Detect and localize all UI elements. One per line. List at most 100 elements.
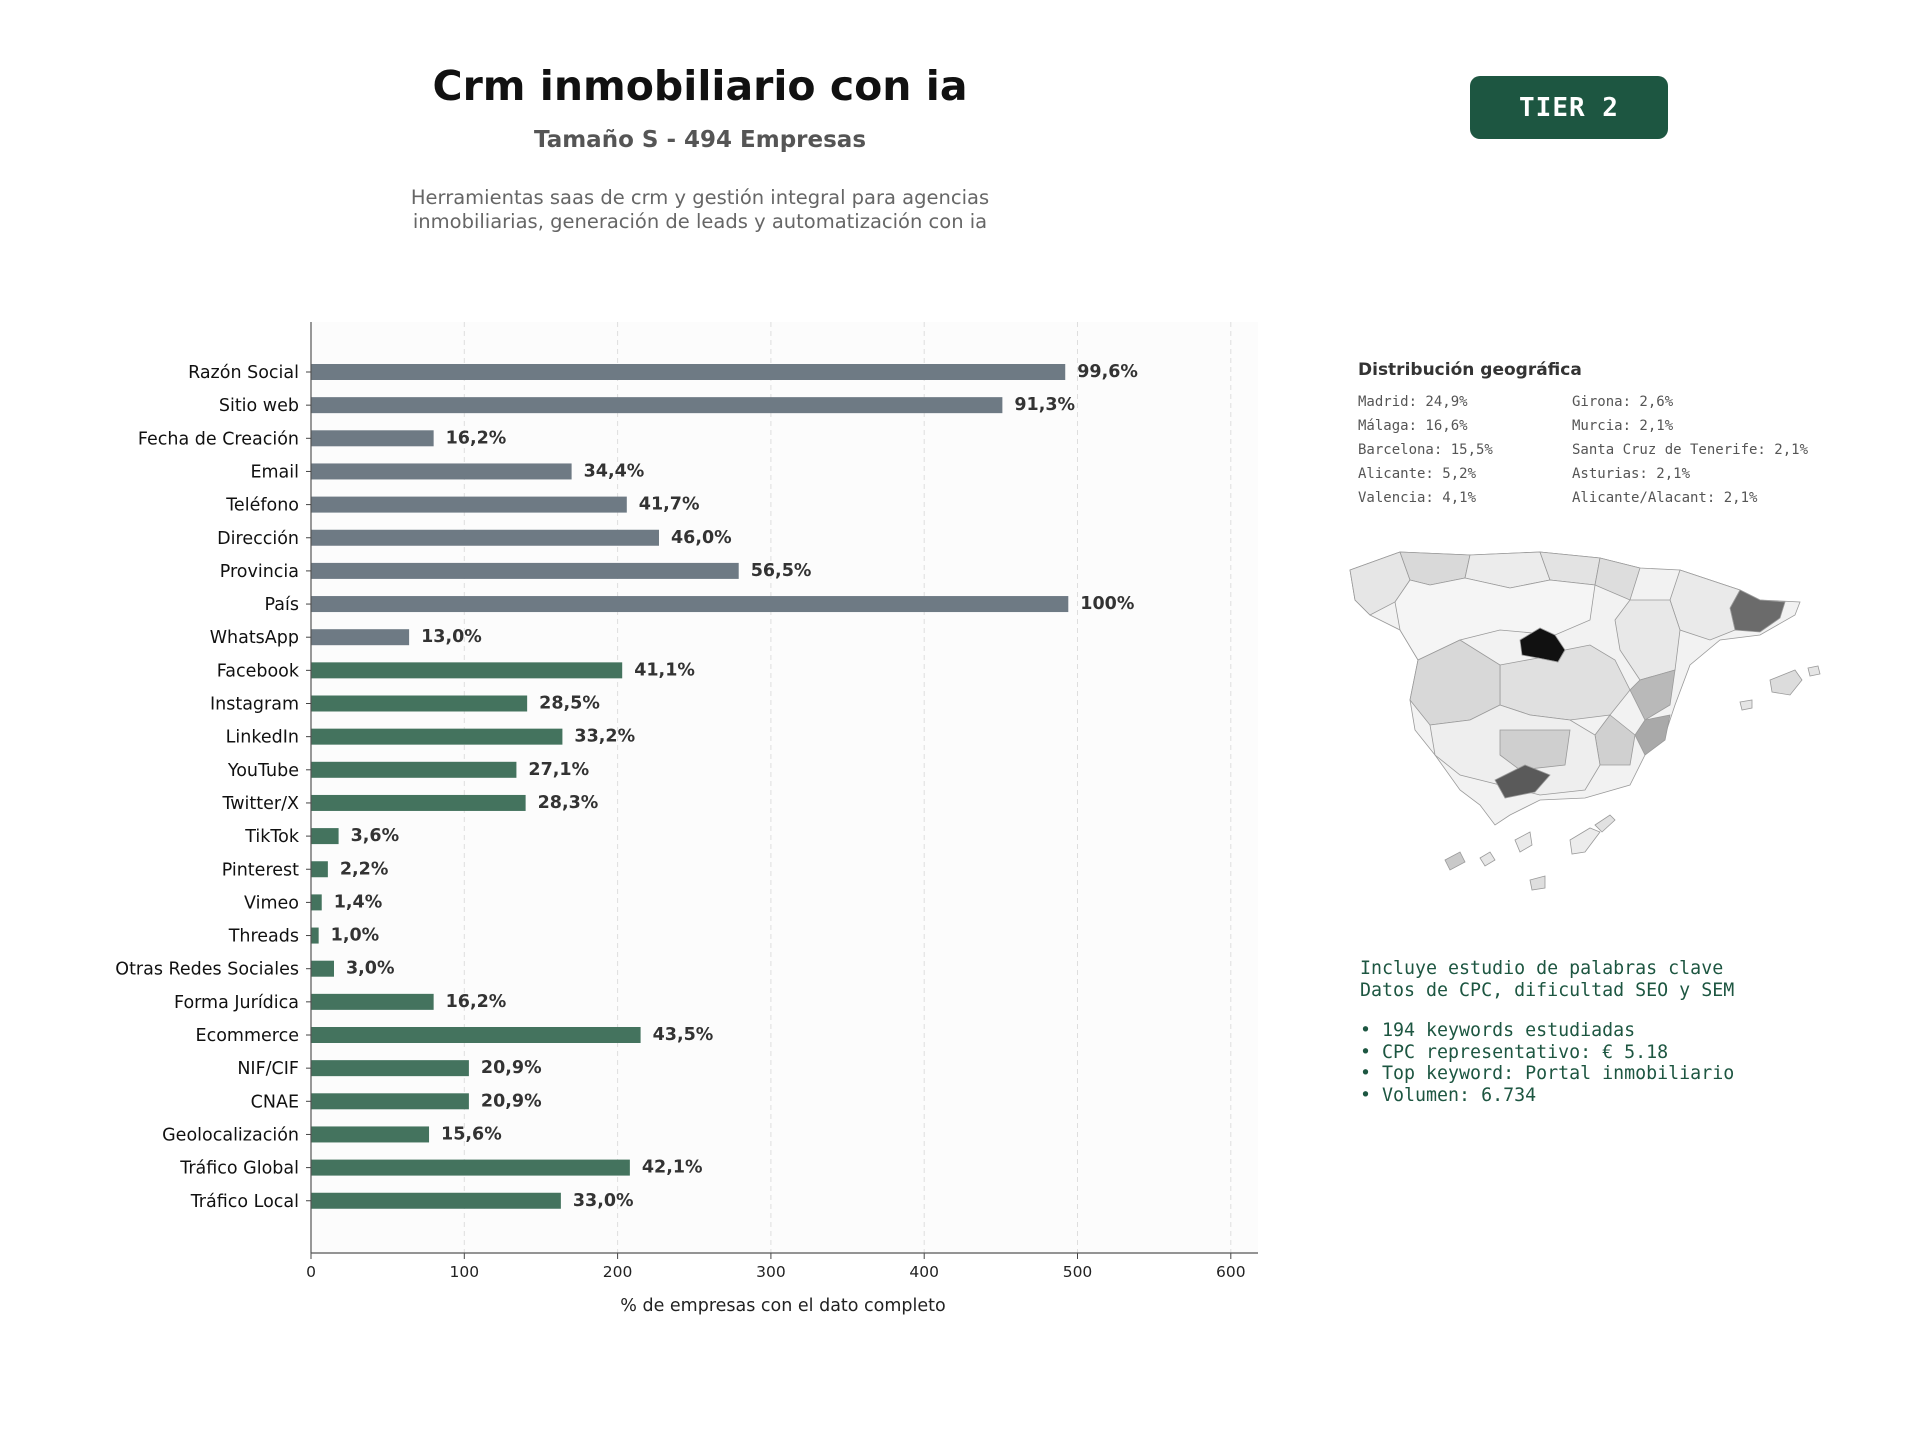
seo-line: Incluye estudio de palabras clave — [1360, 958, 1724, 979]
category-label: Provincia — [220, 562, 299, 582]
bar — [311, 861, 328, 878]
x-axis-label: % de empresas con el dato completo — [620, 1296, 945, 1316]
x-tick-label: 100 — [450, 1263, 480, 1281]
bar — [311, 529, 659, 546]
category-label: WhatsApp — [210, 628, 299, 648]
category-label: Facebook — [217, 661, 300, 681]
geo-item: Madrid: 24,9% — [1358, 394, 1468, 410]
bar — [311, 496, 627, 513]
category-label: Pinterest — [222, 860, 299, 880]
category-label: Threads — [228, 927, 299, 947]
page-description: Herramientas saas de crm y gestión integ… — [350, 186, 1050, 234]
x-tick-label: 200 — [603, 1263, 633, 1281]
x-tick-label: 300 — [756, 1263, 786, 1281]
geo-title: Distribución geográfica — [1358, 360, 1582, 380]
bar — [311, 794, 526, 811]
bar — [311, 1126, 430, 1143]
value-label: 41,7% — [639, 495, 700, 515]
bar-chart: 99,6%91,3% 16,2% 34,4% 41,7% 46,0% 56,5% 100% 1… — [115, 322, 1258, 1316]
value-label: 33,2% — [574, 727, 635, 747]
category-label: Otras Redes Sociales — [115, 960, 299, 980]
value-label: 33,0% — [573, 1191, 634, 1211]
page-title: Crm inmobiliario con ia — [432, 62, 968, 110]
description-line: Herramientas saas de crm y gestión integ… — [410, 186, 990, 209]
seo-bullet: • 194 keywords estudiadas — [1360, 1020, 1636, 1041]
value-label: 99,6% — [1077, 362, 1138, 382]
geo-item: Murcia: 2,1% — [1572, 418, 1674, 434]
geo-list: Madrid: 24,9% Girona: 2,6% Málaga: 16,6%… — [1358, 394, 1878, 506]
bar — [311, 562, 739, 579]
geo-item: Santa Cruz de Tenerife: 2,1% — [1572, 442, 1809, 458]
value-label: 28,5% — [539, 694, 600, 714]
bar — [311, 1159, 630, 1176]
value-label: 16,2% — [446, 992, 507, 1012]
value-label: 28,3% — [538, 793, 599, 813]
tier-badge: TIER 2 — [1470, 76, 1668, 139]
geo-distribution-panel: Distribución geográfica Madrid: 24,9% Gi… — [1358, 360, 1878, 506]
category-label: YouTube — [227, 761, 299, 781]
bar — [311, 629, 410, 646]
value-label: 13,0% — [421, 627, 482, 647]
geo-item: Alicante/Alacant: 2,1% — [1572, 490, 1758, 506]
chart-axes: 0 100 200 300 400 500 600 Razón Social Sitio web… — [115, 322, 1258, 1281]
bar — [311, 430, 434, 447]
value-label: 20,9% — [481, 1091, 542, 1111]
page-subtitle: Tamaño S - 494 Empresas — [533, 127, 867, 153]
bar — [311, 960, 334, 977]
category-label: Teléfono — [225, 496, 299, 516]
bar — [311, 927, 319, 944]
value-label: 34,4% — [584, 461, 645, 481]
category-label: Dirección — [217, 529, 299, 549]
category-label: Sitio web — [219, 396, 299, 416]
bar — [311, 894, 322, 911]
bar — [311, 1027, 641, 1043]
geo-item: Barcelona: 15,5% — [1358, 442, 1493, 458]
bar — [311, 662, 623, 679]
value-label: 42,1% — [642, 1158, 703, 1178]
bar — [311, 1192, 561, 1209]
value-label: 1,0% — [331, 926, 380, 946]
x-tick-label: 500 — [1063, 1263, 1093, 1281]
bar — [311, 1060, 469, 1077]
value-label: 41,1% — [634, 660, 695, 680]
seo-info-panel: Incluye estudio de palabras clave Datos … — [1360, 958, 1880, 1106]
bar — [311, 993, 434, 1010]
x-tick-label: 400 — [909, 1263, 939, 1281]
geo-item: Girona: 2,6% — [1572, 394, 1674, 410]
category-label: Razón Social — [188, 363, 299, 383]
x-tick-label: 600 — [1216, 1263, 1246, 1281]
geo-item: Asturias: 2,1% — [1572, 466, 1691, 482]
value-label: 15,6% — [441, 1124, 502, 1144]
geo-item: Valencia: 4,1% — [1358, 490, 1477, 506]
seo-bullet: • CPC representativo: € 5.18 — [1360, 1041, 1669, 1063]
value-label: 91,3% — [1014, 395, 1075, 415]
category-label: CNAE — [251, 1092, 299, 1112]
map-malaga — [1494, 764, 1551, 799]
chart-bars: 99,6%91,3% 16,2% 34,4% 41,7% 46,0% 56,5% 100% 1… — [311, 362, 1138, 1211]
category-label: Tráfico Global — [179, 1159, 299, 1179]
bar — [311, 397, 1003, 414]
bar — [311, 695, 528, 712]
geo-item: Málaga: 16,6% — [1358, 418, 1468, 434]
plot-area — [311, 322, 1258, 1253]
value-label: 1,4% — [334, 892, 383, 912]
category-label: Tráfico Local — [190, 1192, 299, 1212]
geo-item: Alicante: 5,2% — [1358, 466, 1477, 482]
value-label: 46,0% — [671, 528, 732, 548]
category-label: Ecommerce — [196, 1026, 299, 1046]
category-label: Vimeo — [244, 893, 299, 913]
category-label: Fecha de Creación — [138, 429, 299, 449]
bar — [311, 463, 572, 480]
seo-bullet: • Top keyword: Portal inmobiliario — [1360, 1063, 1735, 1084]
seo-bullet: • Volumen: 6.734 — [1360, 1084, 1537, 1106]
bar — [311, 828, 339, 845]
bar — [311, 761, 517, 778]
category-label: País — [265, 595, 299, 615]
category-label: NIF/CIF — [237, 1059, 299, 1079]
x-tick-label: 0 — [306, 1263, 316, 1281]
value-label: 2,2% — [340, 859, 389, 879]
bar — [311, 596, 1069, 613]
value-label: 3,6% — [351, 826, 400, 846]
category-label: Geolocalización — [162, 1125, 299, 1145]
seo-line: Datos de CPC, dificultad SEO y SEM — [1360, 979, 1735, 1001]
